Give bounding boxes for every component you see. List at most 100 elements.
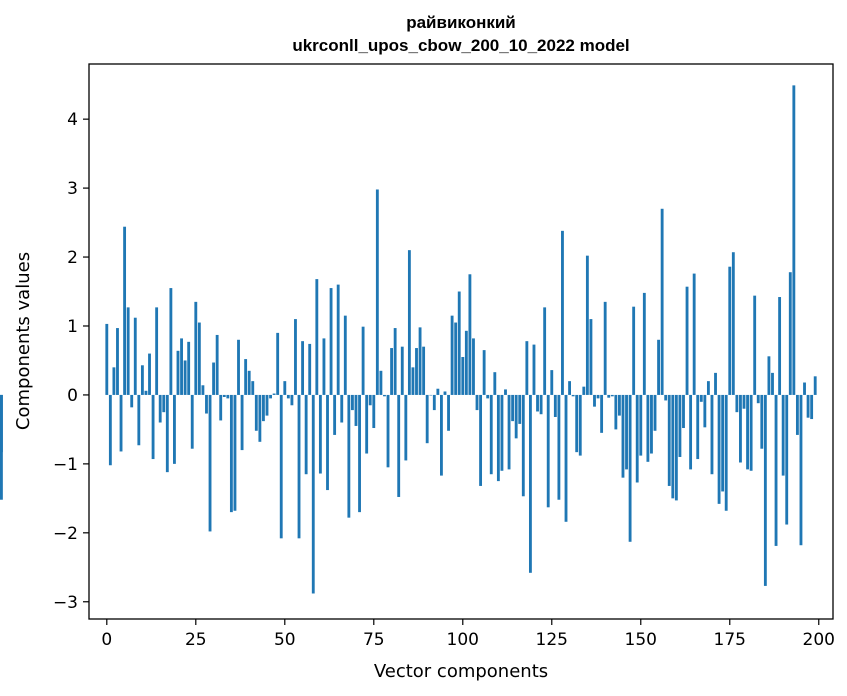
- bar: [778, 297, 782, 395]
- bar: [575, 394, 579, 453]
- bar: [286, 394, 290, 399]
- bar: [361, 326, 365, 395]
- bar: [258, 394, 262, 442]
- bar: [724, 394, 728, 511]
- bar: [607, 394, 611, 398]
- bar: [315, 279, 319, 395]
- bar: [792, 85, 796, 395]
- bar: [347, 394, 351, 518]
- bar: [486, 394, 490, 399]
- bar: [240, 394, 244, 451]
- bar: [383, 394, 386, 397]
- bar: [212, 362, 216, 395]
- bar: [140, 365, 144, 395]
- bar: [546, 394, 550, 508]
- x-tick-label: 75: [363, 630, 385, 650]
- bar: [162, 394, 166, 413]
- bar: [180, 338, 183, 395]
- bar: [763, 394, 767, 586]
- bar: [126, 307, 130, 395]
- bar: [518, 394, 522, 424]
- bar: [454, 322, 458, 395]
- bar: [561, 230, 564, 395]
- bar: [735, 394, 739, 413]
- y-tick-label: 0: [67, 386, 78, 406]
- bar: [133, 317, 137, 395]
- bar: [208, 394, 212, 532]
- bar: [774, 394, 778, 546]
- bar: [646, 394, 650, 462]
- bar: [365, 394, 369, 454]
- bar: [440, 394, 443, 476]
- bar: [215, 334, 219, 395]
- bar: [340, 394, 344, 423]
- bar: [219, 394, 223, 421]
- bar: [279, 394, 283, 539]
- bar: [251, 381, 255, 395]
- bar: [771, 372, 774, 395]
- bar: [696, 394, 700, 460]
- bar: [137, 394, 141, 446]
- bar: [568, 381, 571, 395]
- bar: [358, 394, 361, 513]
- bar: [703, 394, 707, 428]
- bar: [436, 388, 440, 395]
- bar: [283, 381, 287, 395]
- bar: [514, 394, 518, 439]
- bar: [760, 394, 764, 449]
- bar: [721, 394, 725, 492]
- bar: [600, 394, 604, 433]
- bar: [429, 394, 433, 396]
- bar: [799, 394, 803, 546]
- bar: [742, 394, 746, 409]
- bar: [739, 394, 742, 463]
- bar: [653, 394, 657, 431]
- bar: [767, 356, 771, 395]
- bar: [336, 284, 340, 395]
- bar: [472, 338, 475, 395]
- bar: [728, 266, 732, 395]
- bar: [667, 394, 671, 486]
- bar: [158, 394, 162, 423]
- bar: [621, 394, 625, 478]
- y-tick-label: 1: [67, 317, 78, 337]
- bar: [183, 360, 187, 395]
- bar: [229, 394, 233, 513]
- bar: [265, 394, 269, 416]
- bar: [475, 394, 479, 411]
- bar: [717, 394, 721, 504]
- bar: [593, 394, 596, 407]
- bar: [493, 372, 497, 395]
- bar: [482, 350, 486, 395]
- bar: [699, 394, 703, 402]
- bar: [123, 226, 127, 395]
- bar: [197, 322, 201, 395]
- bar: [674, 394, 678, 501]
- y-axis-ticks: −3 −2 −1 0 1 2 3 4: [53, 110, 89, 613]
- bar: [165, 394, 169, 473]
- bar: [290, 394, 294, 406]
- bar: [308, 343, 312, 395]
- bar: [489, 394, 493, 475]
- bar: [614, 394, 618, 430]
- bar: [294, 319, 297, 395]
- bar: [685, 286, 689, 395]
- bar: [543, 307, 547, 395]
- bar: [479, 394, 483, 486]
- bar: [639, 394, 643, 456]
- bar: [550, 370, 554, 395]
- y-tick-label: −2: [53, 524, 78, 544]
- bar: [625, 394, 628, 470]
- bar: [0, 394, 3, 500]
- bar: [785, 394, 789, 525]
- bar: [461, 357, 465, 395]
- bar: [390, 348, 394, 395]
- bar: [130, 394, 134, 408]
- bar: [632, 306, 636, 395]
- bar: [272, 393, 276, 395]
- bar: [803, 382, 806, 395]
- bar: [756, 394, 760, 404]
- bar: [678, 394, 682, 457]
- bar: [536, 394, 539, 412]
